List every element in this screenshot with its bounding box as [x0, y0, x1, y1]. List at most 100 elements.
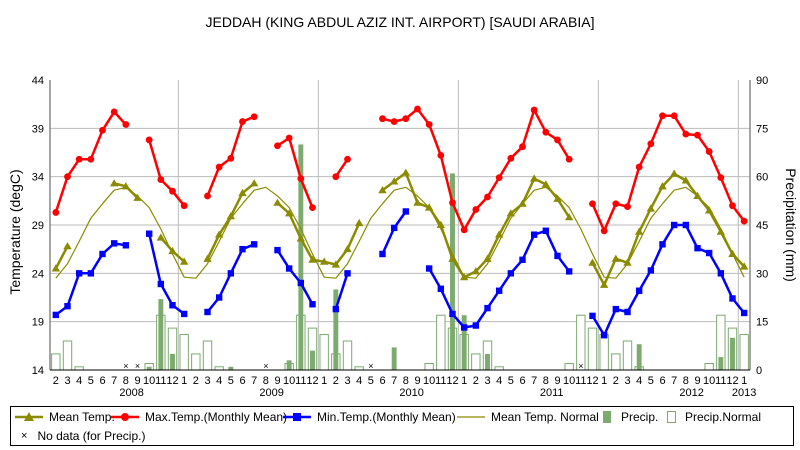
x-tick-label: 1 — [741, 375, 747, 387]
precip-bar — [310, 350, 315, 370]
precip-bar — [228, 366, 234, 370]
x-year-label: 2008 — [119, 387, 143, 399]
x-tick-label: 12 — [726, 375, 738, 387]
mean-temp-point — [273, 198, 282, 206]
min-temp-point — [647, 267, 655, 274]
max-temp-point — [449, 199, 456, 207]
legend-label: Max.Temp.(Monthly Mean) — [145, 410, 288, 424]
max-temp-point — [145, 136, 153, 144]
x-tick-label: 9 — [414, 375, 420, 387]
x-tick-label: 1 — [461, 375, 467, 387]
precip-normal-bar — [424, 363, 434, 371]
no-data-mark: × — [263, 361, 268, 371]
min-temp-point — [507, 270, 515, 277]
max-temp-point — [402, 115, 410, 123]
y-tick-label: 44 — [32, 75, 44, 87]
max-temp-point — [157, 176, 165, 183]
y2-tick-label: 60 — [756, 172, 768, 184]
precip-bar — [730, 337, 735, 370]
precip-bar — [485, 353, 490, 370]
x-tick-label: 2 — [333, 375, 339, 387]
y2-tick-label: 0 — [756, 365, 762, 377]
mean-temp-point — [518, 199, 527, 207]
min-temp-point — [530, 231, 538, 238]
precip-normal-bar — [62, 340, 73, 371]
x-tick-label: 2 — [53, 375, 59, 387]
max-temp-point — [180, 202, 188, 210]
x-tick-label: 1 — [181, 375, 187, 387]
precip-normal-bar — [587, 327, 598, 371]
mean-temp-point — [646, 204, 656, 212]
x-tick-label: 11 — [575, 375, 586, 387]
legend-label: Min.Temp.(Monthly Mean) — [317, 410, 456, 424]
mean-temp-point — [296, 234, 306, 242]
max-temp-point — [589, 200, 596, 208]
grid-lines — [50, 80, 750, 370]
mean-temp-point — [658, 182, 667, 190]
max-temp-point — [285, 134, 293, 142]
precip-normal-bar — [342, 340, 353, 371]
min-temp-point — [484, 304, 491, 312]
x-tick-label: 11 — [435, 375, 446, 387]
min-temp-point — [157, 280, 165, 288]
mean-temp-point — [63, 242, 72, 250]
mean-temp-point — [319, 257, 329, 265]
mean-temp-point — [436, 220, 446, 228]
max-temp-point — [344, 155, 351, 163]
mean-temp-point — [728, 249, 737, 257]
legend-label: Precip. — [621, 410, 659, 424]
min-temp-point — [449, 310, 456, 318]
mean-temp-point — [413, 198, 422, 206]
min-temp-point — [239, 245, 246, 253]
precip-normal-bar — [739, 334, 749, 371]
precip-bar — [333, 289, 339, 370]
mean-temp-point — [681, 176, 691, 184]
min-temp-point — [250, 241, 258, 248]
x-tick-label: 4 — [76, 375, 82, 387]
min-temp-point — [659, 241, 666, 248]
min-temp-point — [99, 250, 106, 258]
x-tick-label: 10 — [703, 375, 715, 387]
max-temp-point — [624, 203, 631, 211]
mean-temp-point — [693, 191, 702, 199]
y2-tick-label: 30 — [756, 268, 768, 280]
min-temp-point — [297, 279, 305, 287]
precip-normal-bar — [622, 340, 633, 371]
mean-temp-point — [284, 209, 294, 217]
precip-bar — [286, 360, 292, 370]
x-tick-label: 1 — [321, 375, 327, 387]
x-tick-label: 3 — [344, 375, 350, 387]
max-temp-point — [717, 174, 725, 182]
series-line — [381, 210, 407, 255]
mean-temp-point — [716, 227, 726, 235]
mean-temp-point — [669, 169, 679, 177]
max-temp-point — [390, 118, 398, 125]
precip-bar — [298, 144, 304, 370]
max-temp-point — [472, 206, 480, 213]
mean-temp-point — [588, 258, 597, 266]
min-temp-point — [437, 285, 445, 292]
min-temp-point — [169, 302, 176, 309]
x-tick-label: 4 — [636, 375, 642, 387]
min-temp-point — [495, 287, 503, 294]
x-tick-label: 2 — [613, 375, 619, 387]
x-tick-label: 6 — [379, 375, 385, 387]
min-temp-point — [332, 305, 340, 313]
series-line — [147, 233, 185, 315]
series-line — [334, 158, 349, 178]
max-temp-point — [379, 115, 386, 123]
min-temp-point — [589, 312, 596, 320]
min-temp-point — [729, 295, 736, 302]
min-temp-point — [344, 270, 351, 277]
min-temp-point — [565, 268, 573, 275]
x-tick-label: 9 — [274, 375, 280, 387]
min-temp-point — [425, 265, 433, 272]
precip-normal-bar — [179, 334, 189, 371]
x-tick-label: 8 — [683, 375, 689, 387]
precip-normal-bar — [599, 334, 609, 371]
min-temp-point — [215, 294, 223, 301]
x-tick-label: 8 — [123, 375, 129, 387]
min-temp-point — [670, 221, 678, 229]
min-temp-point — [635, 287, 643, 294]
max-temp-point — [694, 131, 701, 139]
